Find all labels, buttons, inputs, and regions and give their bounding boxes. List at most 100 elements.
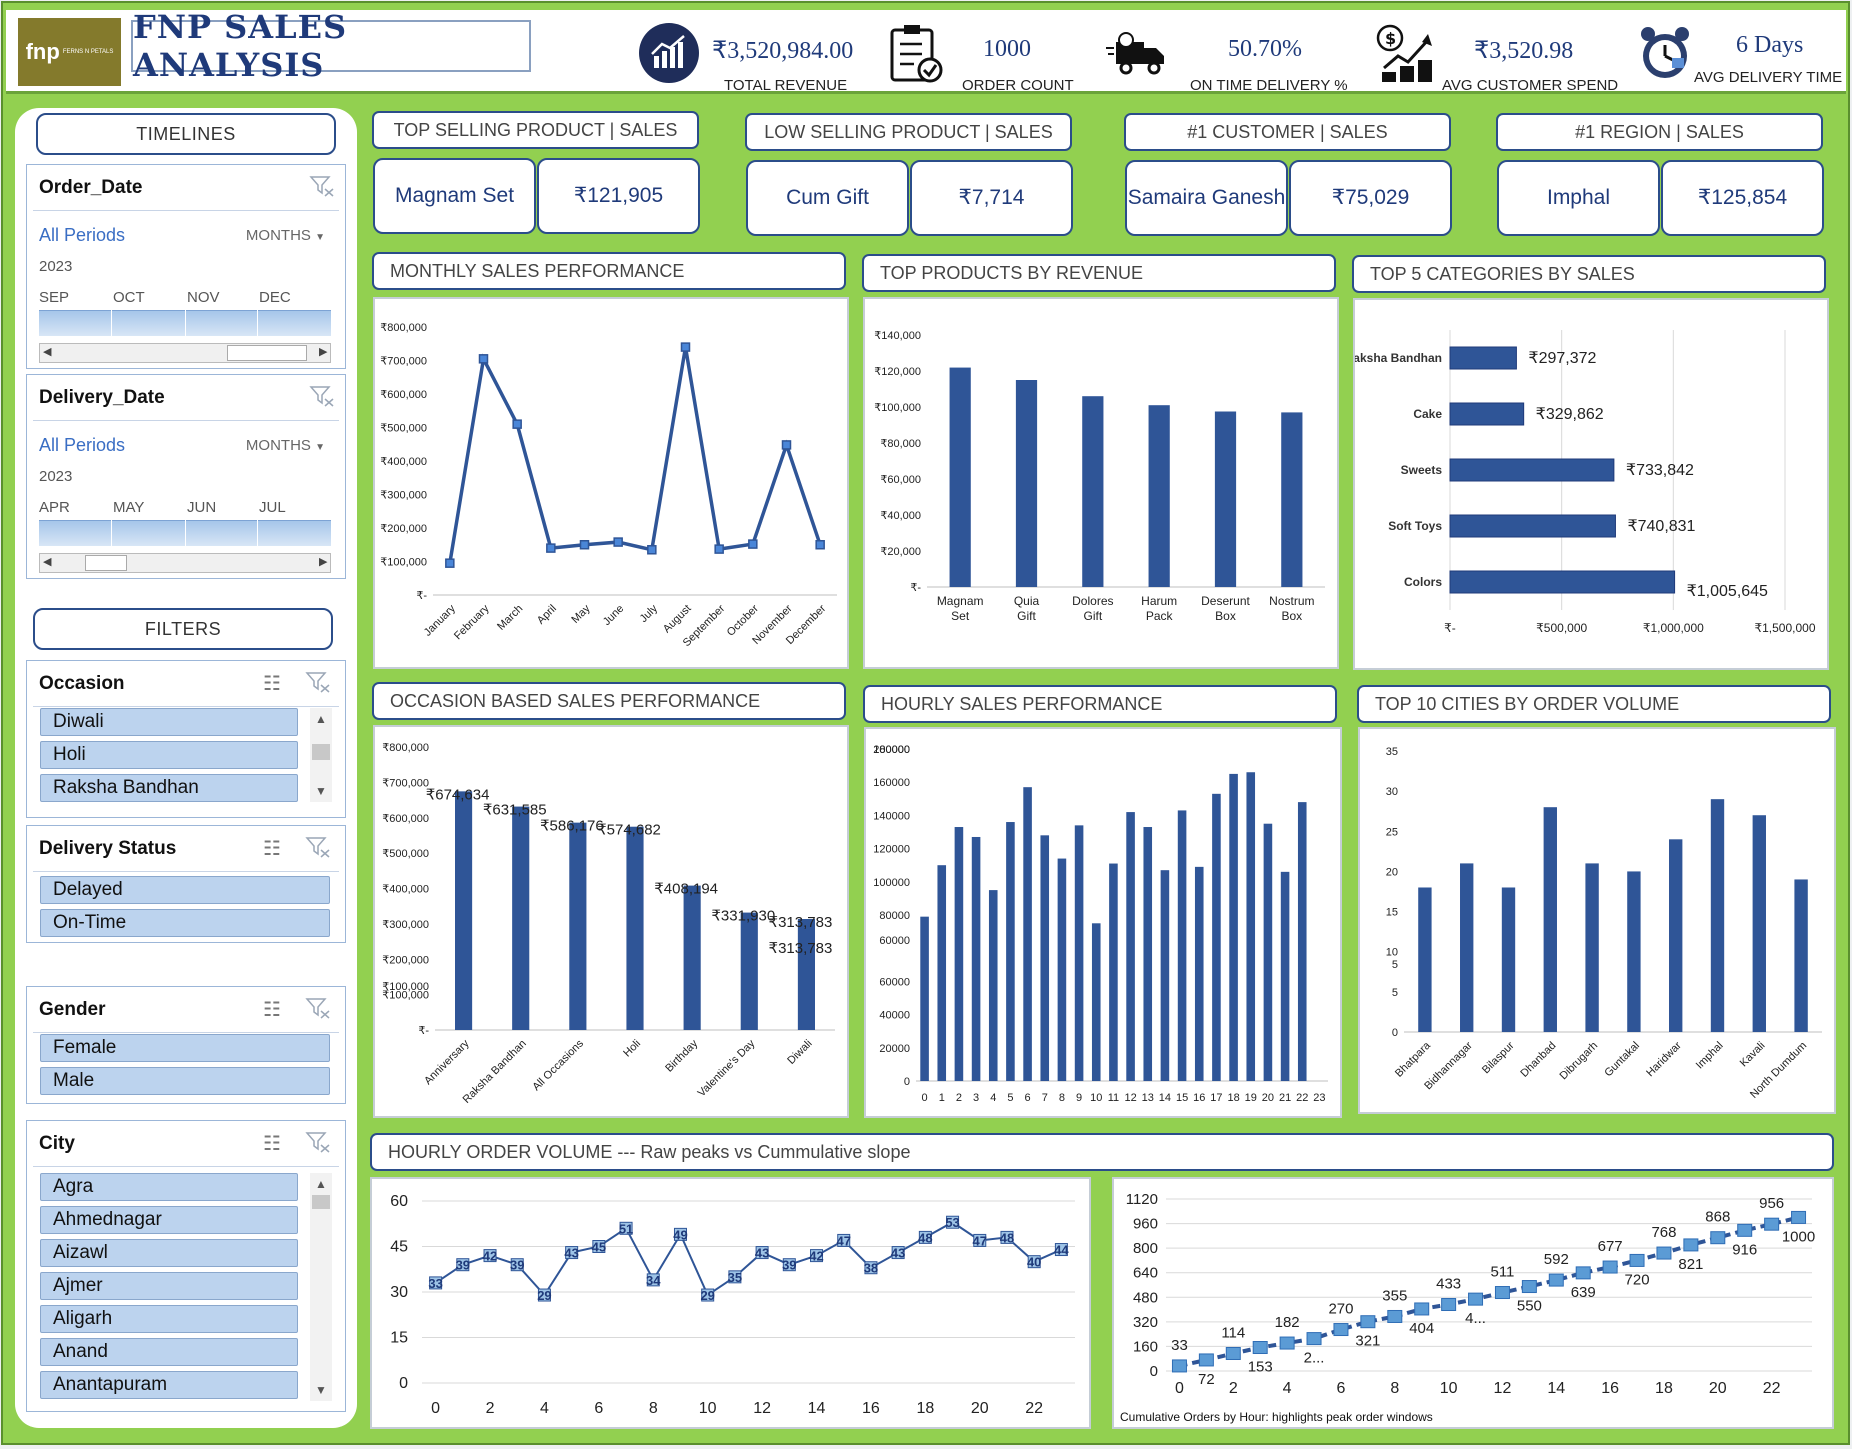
x-tick-label: 19 <box>1245 1092 1257 1104</box>
x-tick-label: 12 <box>1124 1092 1136 1104</box>
timeline-title: Order_Date <box>39 177 143 198</box>
slicer-item[interactable]: Diwali <box>40 708 298 736</box>
scroll-right-icon[interactable]: ▶ <box>319 556 328 568</box>
kpi-label: TOTAL REVENUE <box>724 77 848 94</box>
cumulative-orders-chart: 0 160 320 480 640 800 960 1120 0 2 4 6 8 10 12 14 16 18 20… <box>1112 1177 1834 1429</box>
slicer-title: City <box>39 1133 75 1154</box>
x-tick-label: 6 <box>1337 1380 1346 1397</box>
clear-filter-icon[interactable] <box>309 385 335 407</box>
slicer-item[interactable]: Raksha Bandhan <box>40 774 298 802</box>
data-label: 433 <box>1436 1276 1461 1293</box>
timeline-unit-dropdown[interactable]: MONTHS ▼ <box>245 227 325 244</box>
slicer-item[interactable]: Holi <box>40 741 298 769</box>
timeline-period-label[interactable]: All Periods <box>39 225 126 245</box>
slicer-title: Occasion <box>39 673 125 694</box>
y-tick-label: 80000 <box>879 910 910 922</box>
bar <box>1501 887 1516 1032</box>
timeline-scrollbar[interactable] <box>39 553 331 573</box>
multi-select-icon[interactable]: ☷ <box>263 1133 281 1155</box>
data-label: ₹586,176 <box>540 818 604 835</box>
scroll-down-icon[interactable]: ▼ <box>315 784 327 798</box>
x-tick-label: 6 <box>1025 1092 1031 1104</box>
order-date-timeline[interactable]: Order_Date All Periods MONTHS ▼ 2023 SEP… <box>26 164 346 369</box>
bar <box>971 836 981 1081</box>
x-tick-label: 11 <box>1108 1092 1119 1104</box>
y-tick-label: ₹100,000 <box>874 402 921 414</box>
slicer-item[interactable]: Aligarh <box>40 1305 298 1333</box>
data-label: 42 <box>809 1249 823 1264</box>
multi-select-icon[interactable]: ☷ <box>263 999 281 1021</box>
y-tick-label: Raksha Bandhan <box>1355 351 1442 365</box>
slicer-item[interactable]: Female <box>40 1034 330 1062</box>
scroll-left-icon[interactable]: ◀ <box>43 346 52 358</box>
y-tick-label: 640 <box>1133 1265 1158 1282</box>
timeline-scroll-thumb[interactable] <box>85 555 127 571</box>
timeline-month: APR <box>39 499 70 516</box>
clear-filter-icon[interactable] <box>305 671 331 693</box>
bar <box>512 806 530 1030</box>
multi-select-icon[interactable]: ☷ <box>263 673 281 695</box>
data-label: 321 <box>1355 1333 1380 1350</box>
hourly-order-volume-chart: 0 15 30 45 60 0 2 4 6 8 10 12 14 16 18 20 22 33 39 42 39 29 43… <box>370 1177 1091 1429</box>
y-tick-label: 20000 <box>879 1043 910 1055</box>
scroll-down-icon[interactable]: ▼ <box>315 1383 327 1397</box>
y-tick-label: 1120 <box>1126 1191 1158 1208</box>
x-tick-label: Gift <box>1017 609 1036 623</box>
slicer-item[interactable]: Ajmer <box>40 1272 298 1300</box>
timeline-unit-dropdown[interactable]: MONTHS ▼ <box>245 437 325 454</box>
top-customer-value: ₹75,029 <box>1289 160 1452 236</box>
x-tick-label: 8 <box>1059 1092 1065 1104</box>
scroll-up-icon[interactable]: ▲ <box>315 712 327 726</box>
bar <box>1143 827 1153 1081</box>
slicer-item[interactable]: Ahmednagar <box>40 1206 298 1234</box>
bar <box>1040 835 1050 1081</box>
y-tick-label: ₹100,000 <box>382 981 429 993</box>
monthly-svg: ₹- ₹100,000 ₹200,000 ₹300,000 ₹400,000 ₹500,0… <box>380 322 837 649</box>
scroll-thumb[interactable] <box>312 744 330 760</box>
scroll-left-icon[interactable]: ◀ <box>43 556 52 568</box>
x-tick-label: May <box>569 602 593 626</box>
data-point <box>1683 1238 1699 1252</box>
data-label: 72 <box>1198 1371 1215 1388</box>
bar <box>1543 807 1557 1032</box>
slicer-item[interactable]: Delayed <box>40 876 330 904</box>
clear-filter-icon[interactable] <box>305 1131 331 1153</box>
scroll-up-icon[interactable]: ▲ <box>315 1177 327 1191</box>
delivery-truck-icon <box>1106 32 1164 75</box>
slicer-item[interactable]: Aizawl <box>40 1239 298 1267</box>
slicer-scrollbar[interactable]: ▲ ▼ <box>310 1173 332 1401</box>
bar <box>1297 802 1307 1081</box>
slicer-item[interactable]: On-Time <box>40 909 330 937</box>
y-tick-label: ₹400,000 <box>382 884 429 896</box>
x-tick-label: 2 <box>956 1092 962 1104</box>
clear-filter-icon[interactable] <box>309 175 335 197</box>
clear-filter-icon[interactable] <box>305 997 331 1019</box>
slicer-item[interactable]: Male <box>40 1067 330 1095</box>
bar <box>1109 863 1118 1081</box>
slicer-item[interactable]: Agra <box>40 1173 298 1201</box>
y-tick-label: 30 <box>390 1284 408 1301</box>
delivery-date-timeline[interactable]: Delivery_Date All Periods MONTHS ▼ 2023 … <box>26 374 346 579</box>
x-tick-label: Box <box>1281 609 1302 623</box>
y-tick-label: 320 <box>1133 1314 1158 1331</box>
data-label: 33 <box>1171 1337 1188 1354</box>
data-label: 47 <box>973 1233 987 1248</box>
scroll-thumb[interactable] <box>312 1195 330 1209</box>
data-label: 48 <box>1000 1230 1014 1245</box>
multi-select-icon[interactable]: ☷ <box>263 838 281 860</box>
timeline-scroll-thumb[interactable] <box>227 345 307 361</box>
scroll-right-icon[interactable]: ▶ <box>319 346 328 358</box>
x-tick-label: 4 <box>990 1092 996 1104</box>
clear-filter-icon[interactable] <box>305 836 331 858</box>
bar <box>1449 514 1616 538</box>
data-label: ₹1,005,645 <box>1687 583 1768 600</box>
timeline-period-label[interactable]: All Periods <box>39 435 126 455</box>
slicer-item[interactable]: Anand <box>40 1338 298 1366</box>
slicer-item[interactable]: Anantapuram <box>40 1371 298 1399</box>
dashboard-title-box: FNP SALES ANALYSIS <box>131 8 531 84</box>
data-label: ₹329,862 <box>1536 406 1604 423</box>
y-tick-label: ₹800,000 <box>380 322 427 334</box>
data-point <box>1360 1315 1376 1329</box>
x-tick-label: ₹500,000 <box>1536 621 1587 635</box>
slicer-scrollbar[interactable]: ▲ ▼ <box>310 708 332 802</box>
